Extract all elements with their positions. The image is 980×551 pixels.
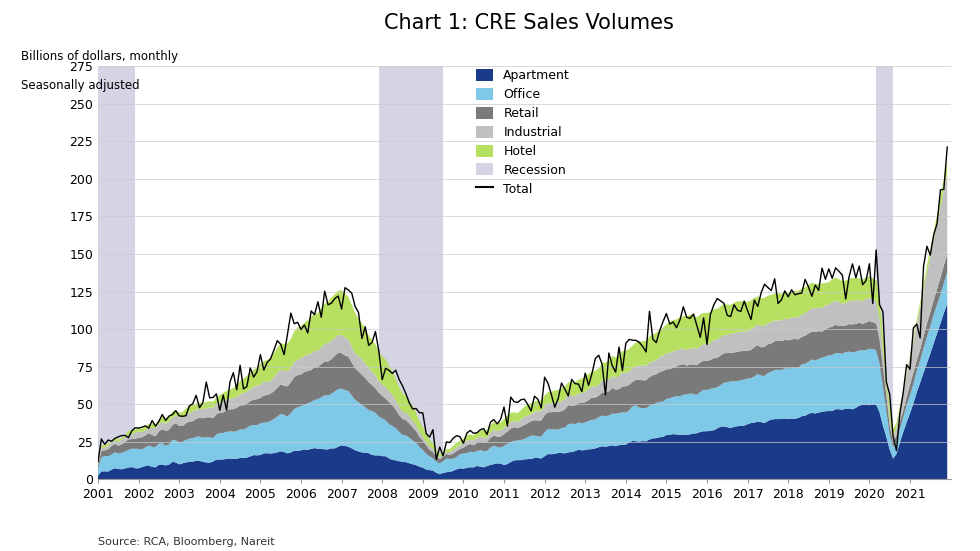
Text: Seasonally adjusted: Seasonally adjusted bbox=[22, 79, 140, 91]
Text: Billions of dollars, monthly: Billions of dollars, monthly bbox=[22, 50, 178, 63]
Bar bbox=[379, 66, 443, 479]
Text: Source: RCA, Bloomberg, Nareit: Source: RCA, Bloomberg, Nareit bbox=[98, 537, 274, 548]
Text: Chart 1: CRE Sales Volumes: Chart 1: CRE Sales Volumes bbox=[384, 13, 674, 33]
Legend: Apartment, Office, Retail, Industrial, Hotel, Recession, Total: Apartment, Office, Retail, Industrial, H… bbox=[470, 64, 575, 201]
Bar bbox=[98, 66, 135, 479]
Bar bbox=[876, 66, 893, 479]
